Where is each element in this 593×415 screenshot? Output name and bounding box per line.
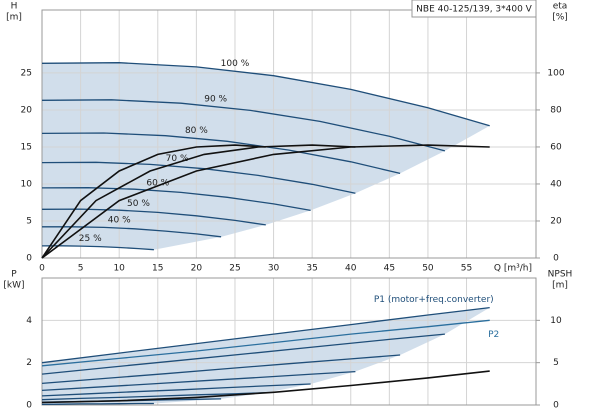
curve — [41, 187, 311, 212]
curve — [41, 62, 490, 127]
y-tick-label: 10 — [21, 179, 33, 189]
curve — [41, 370, 356, 392]
secondary-curve — [41, 370, 490, 404]
curve-label: 90 % — [204, 94, 227, 104]
y2-tick-label: 10 — [550, 316, 562, 326]
curve — [41, 383, 311, 397]
x-tick-label: 40 — [345, 264, 357, 274]
y2-tick-label: 100 — [547, 68, 564, 78]
y2-tick-label: 40 — [550, 179, 562, 189]
curve-label: P2 — [488, 330, 499, 340]
y2-tick-label: 20 — [550, 216, 562, 226]
curve — [41, 208, 266, 226]
x-tick-label: 45 — [384, 264, 395, 274]
x-tick-label: 0 — [39, 264, 45, 274]
curve — [41, 402, 154, 406]
y2-axis-unit: [%] — [552, 13, 568, 23]
x-tick-label: 35 — [306, 264, 317, 274]
y-axis-label: P — [11, 270, 17, 280]
x-axis-label: Q [m³/h] — [494, 264, 532, 274]
curve-label: 25 % — [79, 234, 102, 244]
curve — [41, 132, 401, 175]
plot-frame — [41, 9, 537, 259]
x-tick-label: 10 — [113, 264, 125, 274]
curve-label: 80 % — [185, 126, 208, 136]
chart-title: NBE 40-125/139, 3*400 V — [416, 5, 533, 15]
x-tick-label: 20 — [191, 264, 203, 274]
curve-label: 60 % — [146, 178, 169, 188]
y-axis-label: H — [11, 2, 18, 12]
curve — [41, 245, 154, 251]
y2-axis-label: NPSH — [548, 270, 573, 280]
y-tick-label: 25 — [21, 68, 32, 78]
y2-tick-label: 80 — [550, 105, 562, 115]
curve — [41, 333, 445, 375]
y-tick-label: 0 — [26, 254, 32, 264]
y2-tick-label: 0 — [553, 254, 559, 264]
curve-label: P1 (motor+freq.converter) — [374, 295, 494, 305]
curve — [42, 226, 222, 238]
title-box — [411, 0, 537, 18]
y2-tick-label: 60 — [550, 142, 562, 152]
y-tick-label: 15 — [21, 142, 32, 152]
y-tick-label: 0 — [26, 401, 32, 411]
y-tick-label: 4 — [26, 316, 32, 326]
y-tick-label: 5 — [26, 216, 32, 226]
y-axis-unit: [kW] — [3, 281, 24, 291]
x-tick-label: 55 — [461, 264, 472, 274]
secondary-curve — [41, 144, 266, 259]
curve-label: 70 % — [166, 154, 189, 164]
curve-label: 40 % — [108, 216, 131, 226]
x-tick-label: 5 — [78, 264, 84, 274]
curve — [41, 392, 266, 401]
y2-tick-label: 5 — [553, 358, 559, 368]
curve — [41, 319, 490, 367]
y-tick-label: 20 — [21, 105, 33, 115]
curve — [41, 99, 446, 152]
y2-tick-label: 0 — [553, 401, 559, 411]
x-tick-label: 30 — [268, 264, 280, 274]
plot-frame — [41, 277, 537, 406]
y-axis-unit: [m] — [6, 13, 22, 23]
y2-axis-unit: [m] — [552, 281, 568, 291]
x-tick-label: 15 — [152, 264, 163, 274]
curve-label: 50 % — [127, 199, 150, 209]
curve — [41, 306, 490, 364]
curve — [41, 354, 401, 385]
secondary-curve — [41, 144, 356, 259]
x-tick-label: 50 — [422, 264, 434, 274]
curve-label: 100 % — [221, 59, 250, 69]
secondary-curve — [41, 144, 490, 259]
y-tick-label: 2 — [26, 358, 32, 368]
y2-axis-label: eta — [553, 2, 568, 12]
x-tick-label: 25 — [229, 264, 240, 274]
